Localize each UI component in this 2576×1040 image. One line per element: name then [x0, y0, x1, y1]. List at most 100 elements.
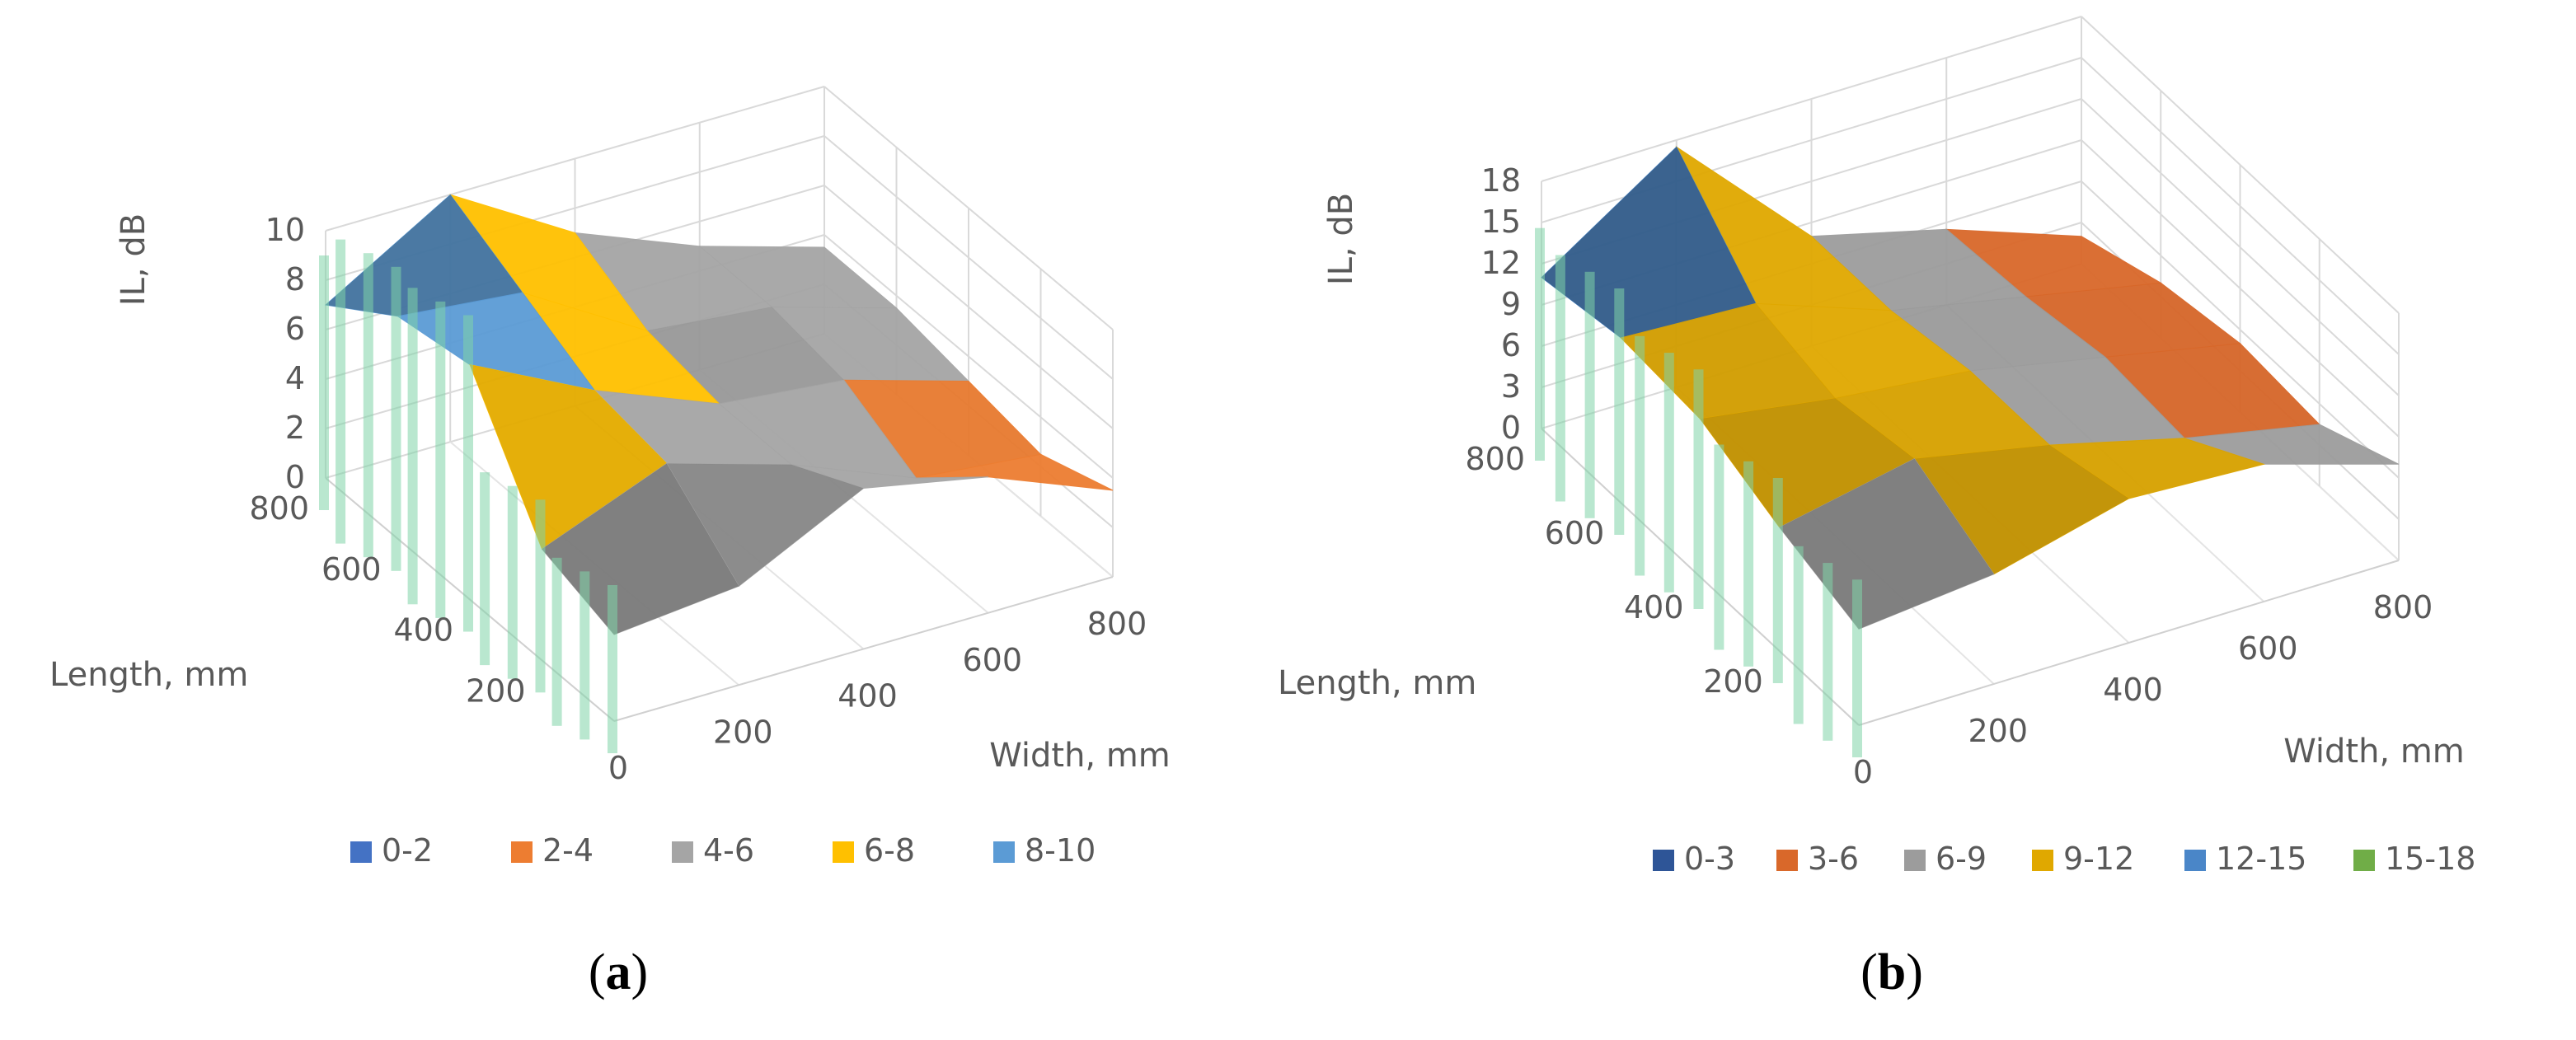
x-tick-label: 400 — [2103, 672, 2163, 708]
z-tick-label: 10 — [265, 212, 305, 248]
z-axis-label: IL, dB — [115, 213, 152, 306]
y-axis-label: Length, mm — [49, 656, 248, 694]
surface-facet-shade — [542, 463, 739, 635]
surface-facet-shade — [1700, 398, 1915, 527]
x-axis-line — [613, 576, 1114, 722]
y-tick-label: 200 — [1703, 663, 1763, 700]
z-tick-label: 0 — [285, 459, 305, 495]
surface-facet — [541, 462, 740, 635]
curtain-bar — [463, 315, 473, 632]
y-tick-label: 800 — [249, 490, 309, 527]
x-tick-label: 800 — [1087, 606, 1147, 642]
x-tick-label: 0 — [1853, 754, 1873, 790]
legend-label: 15-18 — [2385, 841, 2475, 877]
legend-label: 4-6 — [703, 832, 754, 869]
curtain-bar — [1614, 288, 1625, 535]
legend: 0-3 3-6 6-9 9-12 12-15 15-18 — [1653, 841, 2475, 877]
legend-label: 2-4 — [542, 832, 594, 869]
curtain-bar — [1584, 271, 1595, 518]
surface-facet-shade — [2049, 438, 2264, 499]
surface-facet-shade — [1779, 458, 1994, 630]
edge-curtain — [319, 239, 617, 753]
curtain-bar — [407, 288, 418, 605]
surface-facet — [1779, 458, 1995, 630]
x-tick-label: 200 — [713, 714, 773, 750]
ticks: 0 2 4 6 8 10 0 200 400 600 800 200 400 600 800 — [249, 212, 1147, 786]
legend-swatch — [2032, 850, 2053, 871]
z-axis-label: IL, dB — [1322, 193, 1360, 285]
legend: 0-2 2-4 4-6 6-8 8-10 — [350, 832, 1096, 869]
curtain-bar — [1555, 255, 1565, 502]
legend-label: 0-3 — [1684, 841, 1735, 877]
y-tick-label: 800 — [1465, 441, 1525, 477]
y-tick-label: 600 — [321, 551, 382, 588]
y-tick-label: 400 — [1624, 589, 1684, 625]
curtain-bar — [335, 239, 346, 544]
surface — [1541, 145, 2400, 630]
surface — [324, 194, 1114, 635]
legend-swatch — [1776, 850, 1798, 871]
panel-label: (b) — [1860, 944, 1923, 1000]
surface-facet-shade — [1621, 303, 1836, 419]
curtain-bar — [319, 255, 329, 510]
z-tick-label: 0 — [1501, 410, 1521, 446]
legend-swatch — [993, 841, 1015, 863]
legend-swatch — [1653, 850, 1674, 871]
surface-facet-shade — [1835, 371, 2050, 459]
legend-label: 12-15 — [2216, 841, 2306, 877]
curtain-bar — [608, 585, 617, 753]
x-tick-label: 200 — [1968, 713, 2028, 749]
ticks: 0 3 6 9 12 15 18 0 200 400 600 800 200 400 600 800 — [1465, 162, 2433, 790]
chart-a: 0 2 4 6 8 10 0 200 400 600 800 200 400 600 800 IL, dB Wi… — [49, 86, 1171, 1000]
legend-label: 6-8 — [864, 832, 915, 869]
panel-label: (a) — [589, 944, 648, 1000]
curtain-bar — [1852, 579, 1862, 757]
x-tick-label: 400 — [838, 678, 898, 714]
edge-curtain — [1535, 227, 1862, 757]
y-tick-label: 200 — [466, 672, 526, 709]
legend-swatch — [2184, 850, 2206, 871]
x-tick-label: 0 — [608, 750, 628, 786]
legend-swatch — [511, 841, 533, 863]
z-tick-label: 6 — [285, 311, 305, 347]
curtain-bar — [1772, 478, 1783, 683]
x-tick-label: 800 — [2373, 589, 2433, 625]
surface-facet-shade — [1914, 445, 2129, 574]
z-tick-label: 12 — [1481, 245, 1521, 281]
curtain-bar — [391, 266, 401, 571]
legend-swatch — [833, 841, 854, 863]
curtain-bar — [1743, 461, 1754, 667]
legend-swatch — [2353, 850, 2375, 871]
curtain-bar — [1635, 335, 1645, 576]
x-axis-label: Width, mm — [989, 737, 1171, 775]
legend-label: 9-12 — [2063, 841, 2134, 877]
curtain-bar — [579, 571, 590, 740]
curtain-bar — [435, 301, 446, 618]
curtain-bar — [1793, 546, 1804, 724]
x-axis-line — [1858, 560, 2400, 726]
surface-facet-shade — [1541, 147, 1756, 338]
x-tick-label: 600 — [2238, 630, 2298, 667]
legend-label: 3-6 — [1808, 841, 1859, 877]
curtain-bar — [1535, 227, 1545, 461]
surface-facet-shade — [326, 194, 523, 316]
z-tick-label: 15 — [1481, 204, 1521, 240]
y-tick-label: 600 — [1545, 515, 1605, 551]
legend-label: 6-9 — [1936, 841, 1987, 877]
z-tick-label: 9 — [1501, 286, 1521, 322]
z-tick-label: 4 — [285, 360, 305, 396]
surface-facet-shade — [470, 364, 667, 550]
y-tick-label: 400 — [393, 612, 453, 649]
curtain-bar — [551, 557, 562, 726]
legend-label: 0-2 — [382, 832, 433, 869]
z-tick-label: 2 — [285, 410, 305, 446]
curtain-bar — [363, 253, 373, 558]
z-tick-label: 6 — [1501, 327, 1521, 363]
curtain-bar — [1714, 444, 1724, 650]
x-tick-label: 600 — [962, 642, 1022, 678]
surface-facet-shade — [666, 463, 864, 587]
legend-swatch — [672, 841, 693, 863]
curtain-bar — [535, 499, 546, 693]
z-tick-label: 8 — [285, 261, 305, 297]
